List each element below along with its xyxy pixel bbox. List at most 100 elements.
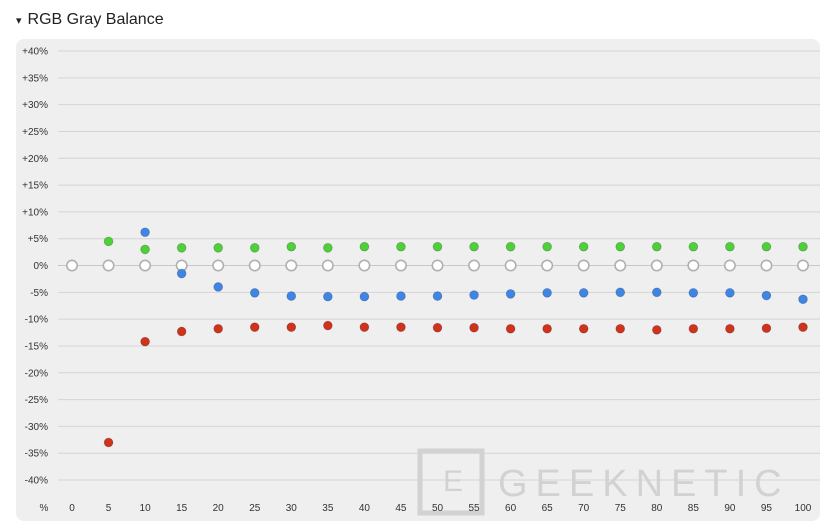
x-tick-label: 90 xyxy=(724,503,736,514)
x-tick-label: 25 xyxy=(249,503,261,514)
green-data-point xyxy=(286,241,297,252)
y-tick-label: +5% xyxy=(28,234,48,245)
y-tick-label: -35% xyxy=(25,449,48,460)
y-tick-label: +40% xyxy=(22,47,48,58)
green-data-point xyxy=(323,243,333,253)
gray-reference-point xyxy=(541,259,554,272)
x-tick-label: 75 xyxy=(615,503,627,514)
y-tick-label: -40% xyxy=(25,476,48,487)
gray-reference-point xyxy=(504,259,517,272)
gray-reference-point xyxy=(394,259,407,272)
red-data-point xyxy=(359,322,370,332)
red-data-point xyxy=(688,323,699,334)
x-tick-label: 30 xyxy=(286,503,298,514)
gray-reference-point xyxy=(139,259,152,272)
x-tick-label: 70 xyxy=(578,503,590,514)
section-header[interactable]: ▾ RGB Gray Balance xyxy=(16,9,164,31)
green-data-point xyxy=(213,243,224,253)
red-data-point xyxy=(761,323,772,334)
x-tick-label: 95 xyxy=(761,503,773,514)
red-data-point xyxy=(798,322,808,332)
green-data-point xyxy=(651,241,662,252)
x-axis-labels: % 0 5 10 15 20 25 30 35 40 45 50 55 60 65 70 75 80 85 90 95 1… xyxy=(40,503,812,514)
blue-data-point xyxy=(798,294,808,305)
x-tick-label: 40 xyxy=(359,503,371,514)
green-data-point xyxy=(249,243,260,253)
blue-data-point xyxy=(286,291,297,301)
x-tick-label: 60 xyxy=(505,503,517,514)
y-tick-label: +10% xyxy=(22,207,48,218)
collapse-toggle-icon[interactable]: ▾ xyxy=(16,14,22,27)
y-tick-label: +30% xyxy=(22,100,48,111)
gray-reference-point xyxy=(577,259,590,272)
red-data-point xyxy=(323,320,333,331)
y-tick-label: +15% xyxy=(22,181,48,192)
watermark-text: GEEKNETIC xyxy=(498,463,790,505)
y-tick-label: +35% xyxy=(22,73,48,84)
x-tick-label: 65 xyxy=(542,503,554,514)
green-data-point xyxy=(432,241,443,252)
section-title: RGB Gray Balance xyxy=(27,11,164,28)
red-data-point xyxy=(176,326,187,337)
blue-data-point xyxy=(578,288,589,298)
x-tick-label: 15 xyxy=(176,503,188,514)
x-tick-label: 20 xyxy=(213,503,225,514)
x-tick-label: 55 xyxy=(468,503,480,514)
blue-data-point xyxy=(651,287,662,298)
geeknetic-watermark: E GEEKNETIC xyxy=(417,448,790,516)
blue-data-point xyxy=(432,291,443,301)
blue-data-point xyxy=(615,287,626,298)
green-data-point xyxy=(542,241,552,252)
gray-reference-point xyxy=(321,259,334,272)
gray-reference-point xyxy=(687,259,700,272)
red-data-point xyxy=(469,322,479,333)
green-data-point xyxy=(359,241,370,252)
gray-reference-point xyxy=(796,259,809,272)
y-tick-label: 0% xyxy=(34,261,49,272)
green-data-point xyxy=(469,241,479,252)
gray-reference-point xyxy=(650,259,663,272)
red-data-point xyxy=(725,323,735,334)
gray-reference-point xyxy=(431,259,444,272)
blue-data-point xyxy=(505,289,516,299)
blue-data-point xyxy=(359,291,370,302)
y-tick-label: +20% xyxy=(22,154,48,165)
red-data-point xyxy=(249,322,260,332)
blue-data-point xyxy=(140,227,150,238)
gray-reference-point xyxy=(723,259,736,272)
green-data-point xyxy=(725,241,735,252)
x-tick-label: 10 xyxy=(140,503,152,514)
red-data-point xyxy=(213,323,224,334)
x-tick-label: 100 xyxy=(795,503,812,514)
blue-data-point xyxy=(688,288,699,298)
x-tick-label: 5 xyxy=(106,503,112,514)
green-data-point xyxy=(505,241,516,252)
green-data-point xyxy=(103,236,114,247)
green-data-point xyxy=(140,244,150,255)
green-data-point xyxy=(615,241,626,252)
x-tick-label: 0 xyxy=(69,503,75,514)
gray-reference-point xyxy=(102,259,115,272)
green-data-point xyxy=(176,243,187,253)
gray-reference-point xyxy=(248,259,261,272)
green-data-point xyxy=(688,241,699,252)
blue-data-point xyxy=(396,291,406,301)
red-data-point xyxy=(103,437,114,448)
grid-lines xyxy=(58,50,820,481)
red-data-point xyxy=(578,323,589,334)
y-axis-labels: +40% +35% +30% +25% +20% +15% +10% +5% 0% -5% -10%… xyxy=(22,47,48,487)
red-data-point xyxy=(615,323,626,334)
data-points xyxy=(65,227,809,448)
x-tick-label: 50 xyxy=(432,503,444,514)
x-tick-label: 45 xyxy=(395,503,407,514)
gray-reference-point xyxy=(760,259,773,272)
x-axis-unit-label: % xyxy=(40,503,49,514)
chart-panel: E GEEKNETIC +40% +35% +30% +25% +20% +15% +10%… xyxy=(16,39,820,521)
blue-data-point xyxy=(323,291,333,302)
blue-data-point xyxy=(725,288,735,298)
rgb-gray-balance-chart: E GEEKNETIC +40% +35% +30% +25% +20% +15% +10%… xyxy=(22,47,820,516)
y-tick-label: -5% xyxy=(30,288,48,299)
blue-data-point xyxy=(213,282,224,292)
gray-reference-point xyxy=(614,259,627,272)
y-tick-label: -15% xyxy=(25,341,48,352)
